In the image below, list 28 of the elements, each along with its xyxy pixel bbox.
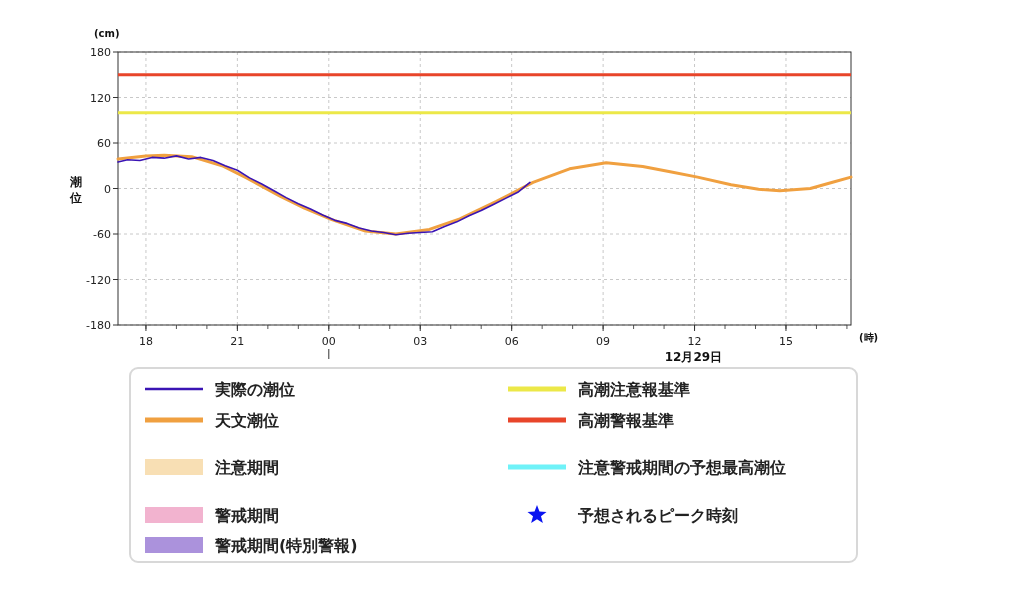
legend-label: 警戒期間(特別警報) [214,536,358,555]
x-tick-label: 12 [687,335,702,348]
x-tick-label: 00 [321,335,336,348]
legend-label: 実際の潮位 [214,380,295,399]
x-tick-label: 06 [504,335,519,348]
x-tick-label: 03 [413,335,428,348]
x-tick-label: 15 [778,335,793,348]
legend-label: 高潮警報基準 [578,411,674,430]
y-tick-label: -180 [86,319,111,332]
legend-label: 注意期間 [214,458,279,477]
text: (cm) [94,28,120,39]
y-tick-label: 60 [97,137,111,150]
legend-label: 警戒期間 [214,506,279,525]
y-axis-title: 潮位 [69,175,82,205]
y-tick-label: -120 [86,273,111,287]
legend-label: 注意警戒期間の予想最高潮位 [577,458,786,477]
x-tick-label: 21 [230,335,245,348]
legend-label: 天文潮位 [214,411,279,430]
x-tick-label: 09 [596,335,611,348]
y-tick-label: 180 [90,46,111,59]
y-tick-label: 0 [104,182,111,196]
x-axis-title: (時) [859,332,879,343]
x-tick-label: 18 [138,335,153,348]
legend-label: 高潮注意報基準 [578,380,690,399]
y-tick-label: -60 [93,228,111,241]
y-tick-label: 120 [90,91,111,105]
text: 12月29日 [664,350,723,364]
legend-label: 予想されるピーク時刻 [577,506,738,525]
